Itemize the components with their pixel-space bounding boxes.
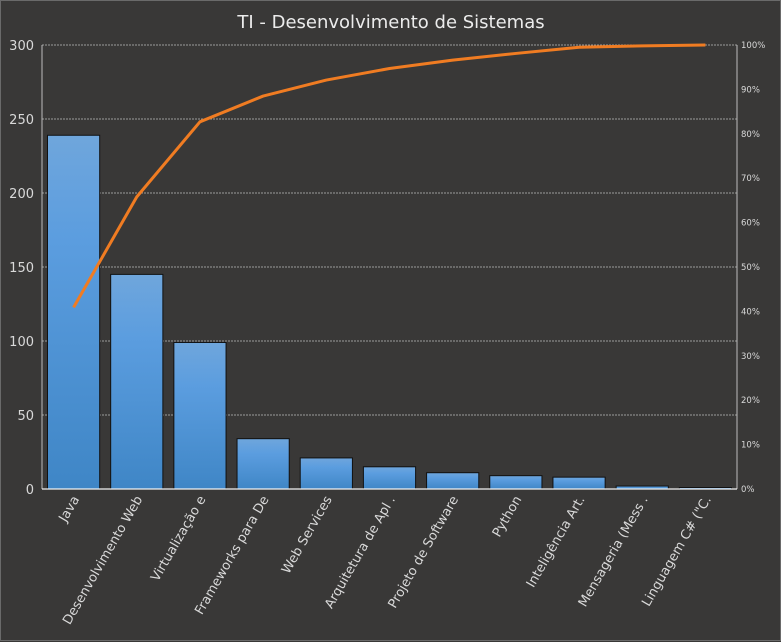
y2-tick-label: 80% <box>741 130 760 140</box>
cumulative-line <box>74 45 706 307</box>
y2-tick-label: 40% <box>741 307 760 317</box>
y2-tick-label: 10% <box>741 441 760 451</box>
x-tick-label: Inteligência Art. <box>524 494 589 591</box>
bar-0 <box>48 135 100 489</box>
x-tick-label: Python <box>490 494 526 541</box>
y2-tick-label: 30% <box>741 352 760 362</box>
y2-tick-label: 70% <box>741 174 760 184</box>
x-tick-label: Frameworks para De <box>192 494 272 618</box>
y2-tick-label: 60% <box>741 219 760 229</box>
x-tick-label: Virtualização e <box>148 493 209 584</box>
y2-tick-label: 50% <box>741 263 760 273</box>
bar-6 <box>427 473 479 489</box>
y2-tick-label: 90% <box>741 85 760 95</box>
y-tick-label: 0 <box>26 483 34 498</box>
bar-4 <box>300 458 352 489</box>
x-tick-label: Linguagem C# ("C. <box>639 494 714 610</box>
bar-7 <box>490 476 542 489</box>
y2-tick-label: 0% <box>741 485 755 495</box>
y-tick-label: 50 <box>17 409 34 424</box>
x-tick-label: Arquitetura de Apl . <box>322 494 399 612</box>
y-tick-label: 250 <box>9 113 34 128</box>
bar-5 <box>363 467 415 489</box>
y-tick-label: 300 <box>9 39 34 54</box>
bar-3 <box>237 439 289 489</box>
y2-tick-label: 100% <box>741 41 765 51</box>
chart-title: TI - Desenvolvimento de Sistemas <box>236 12 544 33</box>
y-tick-label: 200 <box>9 187 34 202</box>
bar-1 <box>111 274 163 489</box>
x-tick-label: Mensageria (Mess . <box>576 494 652 610</box>
y-tick-label: 150 <box>9 261 34 276</box>
bar-8 <box>553 477 605 489</box>
y2-tick-label: 20% <box>741 396 760 406</box>
x-tick-label: Projeto de Software <box>386 494 463 612</box>
y-tick-label: 100 <box>9 335 34 350</box>
bar-2 <box>174 342 226 489</box>
x-tick-label: Web Services <box>279 493 336 576</box>
x-tick-label: Java <box>56 494 83 526</box>
